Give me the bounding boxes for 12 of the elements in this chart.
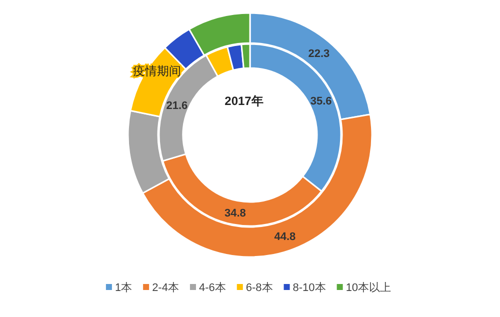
legend-label: 10本以上 bbox=[346, 281, 392, 294]
legend-label: 6-8本 bbox=[246, 281, 273, 294]
data-label: 44.8 bbox=[274, 231, 296, 244]
legend-label: 1本 bbox=[114, 281, 132, 294]
data-label: 34.8 bbox=[224, 208, 246, 220]
legend-label: 4-6本 bbox=[198, 281, 226, 294]
slice-label: 2017年 bbox=[224, 94, 264, 108]
data-label: 21.6 bbox=[166, 100, 188, 112]
legend-label: 8-10本 bbox=[292, 281, 326, 294]
data-label: 22.3 bbox=[308, 48, 330, 60]
legend-label: 2-4本 bbox=[152, 281, 179, 294]
data-label: 35.6 bbox=[310, 95, 332, 108]
